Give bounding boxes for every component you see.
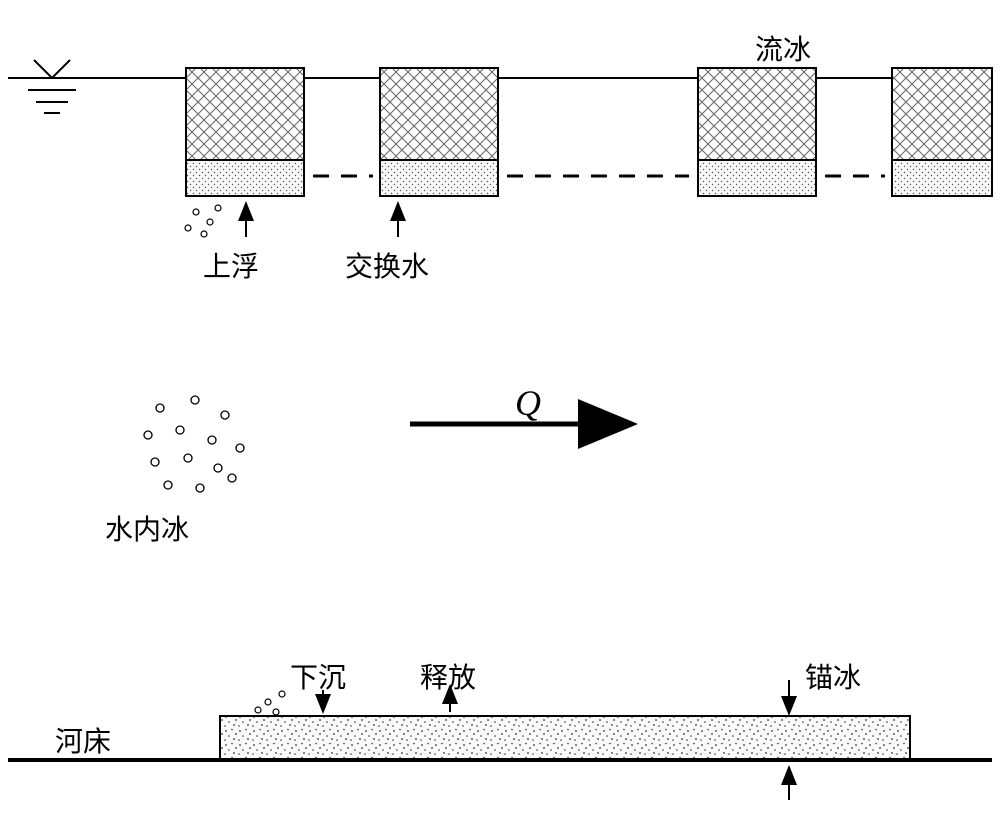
label-exchange-water: 交换水 <box>345 245 429 285</box>
ice-block-1 <box>186 68 304 196</box>
label-release: 释放 <box>420 656 476 696</box>
bubbles-under-block <box>185 205 221 237</box>
anchor-ice-layer <box>220 716 910 760</box>
ice-block-2 <box>380 68 498 196</box>
label-anchor-ice: 锚冰 <box>805 656 861 696</box>
label-flowing-ice: 流冰 <box>755 28 811 68</box>
label-riverbed: 河床 <box>55 720 111 760</box>
ice-blocks <box>186 68 992 196</box>
water-surface-symbol <box>28 60 76 113</box>
label-sink: 下沉 <box>290 656 346 696</box>
diagram-canvas <box>0 0 1000 831</box>
ice-block-4 <box>892 68 992 196</box>
label-frazil: 水内冰 <box>105 508 189 548</box>
frazil-cluster <box>144 396 244 492</box>
label-float-up: 上浮 <box>203 245 259 285</box>
sink-bubbles <box>255 691 285 715</box>
ice-block-3 <box>698 68 816 196</box>
label-flow-q: Q <box>515 382 541 424</box>
